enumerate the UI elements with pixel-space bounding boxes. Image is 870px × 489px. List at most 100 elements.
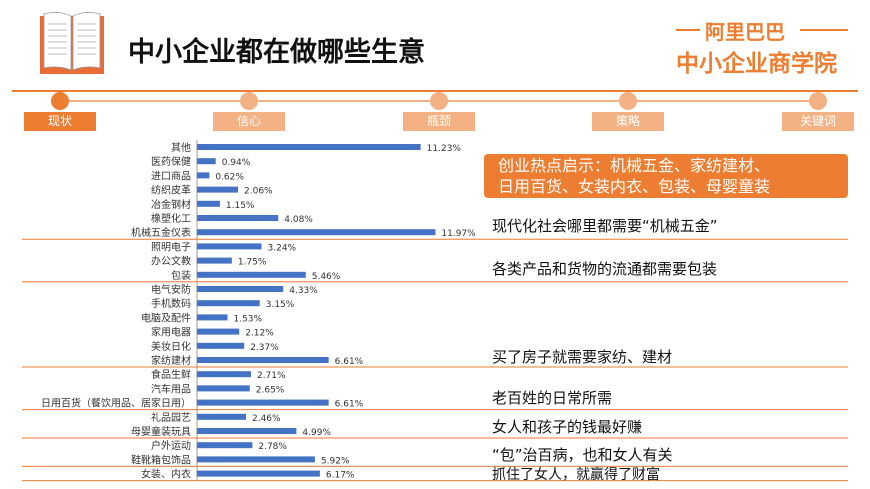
value-label: 11.97% bbox=[441, 229, 476, 239]
bar bbox=[197, 186, 239, 193]
value-label: 2.37% bbox=[250, 343, 279, 353]
bar bbox=[197, 371, 251, 378]
bar bbox=[197, 172, 210, 179]
value-label: 0.94% bbox=[222, 158, 251, 168]
category-label: 冶金钢材 bbox=[151, 198, 191, 211]
value-label: 2.78% bbox=[258, 442, 287, 452]
value-label: 3.24% bbox=[268, 243, 297, 253]
bar bbox=[197, 357, 329, 363]
step-strategy[interactable]: 策略 bbox=[592, 112, 664, 131]
value-label: 1.53% bbox=[233, 314, 262, 324]
bar bbox=[197, 413, 246, 420]
page-title: 中小企业都在做哪些生意 bbox=[128, 37, 425, 68]
bar bbox=[197, 314, 228, 321]
bar bbox=[197, 229, 436, 236]
insight-callout: 创业热点启示：机械五金、家纺建材、 日用百货、女装内衣、包装、母婴童装 bbox=[484, 154, 848, 198]
annotation-bags: “包”治百病，也和女人有关 bbox=[492, 446, 673, 464]
annotation-women-wealth: 抓住了女人，就赢得了财富 bbox=[492, 467, 660, 483]
category-label: 电气安防 bbox=[151, 283, 191, 296]
annotation-packaging: 各类产品和货物的流通都需要包装 bbox=[492, 260, 718, 278]
value-label: 4.08% bbox=[284, 215, 313, 225]
value-label: 2.12% bbox=[245, 329, 274, 339]
category-label: 其他 bbox=[171, 141, 191, 154]
category-label: 女装、内衣 bbox=[141, 468, 191, 481]
step-dot-3 bbox=[430, 92, 448, 110]
value-label: 4.99% bbox=[302, 428, 331, 438]
bar bbox=[197, 257, 232, 264]
bar bbox=[197, 442, 253, 449]
brand-name: 阿里巴巴 bbox=[705, 20, 785, 44]
bar bbox=[197, 144, 421, 150]
step-confidence[interactable]: 信心 bbox=[213, 112, 285, 131]
annotation-home-textile: 买了房子就需要家纺、建材 bbox=[492, 348, 673, 366]
category-label: 礼品园艺 bbox=[151, 411, 191, 424]
value-label: 6.61% bbox=[335, 400, 364, 410]
category-label: 母婴童装玩具 bbox=[131, 425, 191, 438]
step-dot-2 bbox=[240, 92, 258, 110]
header-divider bbox=[12, 90, 858, 92]
category-label: 进口商品 bbox=[151, 169, 191, 182]
category-label: 包装 bbox=[171, 269, 191, 282]
value-label: 6.61% bbox=[335, 357, 364, 367]
category-label: 食品生鲜 bbox=[151, 368, 191, 381]
bar bbox=[197, 456, 315, 463]
category-label: 户外运动 bbox=[151, 439, 191, 452]
value-label: 2.46% bbox=[252, 414, 281, 424]
bar bbox=[197, 385, 250, 392]
value-label: 4.33% bbox=[289, 286, 318, 296]
bar bbox=[197, 342, 245, 349]
category-label: 橡塑化工 bbox=[151, 212, 191, 225]
value-label: 2.65% bbox=[256, 385, 285, 395]
step-dot-4 bbox=[619, 92, 637, 110]
brand-subtitle: 中小企业商学院 bbox=[676, 51, 837, 77]
category-label: 纺织皮革 bbox=[151, 184, 191, 197]
open-book-icon bbox=[40, 12, 104, 74]
category-label: 电脑及配件 bbox=[141, 311, 191, 324]
category-label: 机械五金仪表 bbox=[131, 226, 191, 239]
category-label: 家用电器 bbox=[151, 326, 191, 339]
category-label: 医药保健 bbox=[151, 155, 191, 168]
value-label: 2.71% bbox=[257, 371, 286, 381]
bar bbox=[197, 215, 279, 221]
bar bbox=[197, 286, 284, 292]
step-bottleneck[interactable]: 瓶颈 bbox=[403, 112, 475, 131]
value-label: 6.17% bbox=[326, 471, 355, 481]
bar bbox=[197, 243, 262, 250]
step-dot-1 bbox=[51, 92, 69, 110]
value-label: 3.15% bbox=[266, 300, 295, 310]
category-label: 汽车用品 bbox=[151, 382, 191, 395]
step-keywords[interactable]: 关键词 bbox=[782, 112, 854, 131]
value-label: 1.75% bbox=[238, 258, 267, 268]
annotation-hardware: 现代化社会哪里都需要“机械五金” bbox=[492, 217, 718, 235]
category-label: 家纺建材 bbox=[151, 354, 191, 367]
step-dot-5 bbox=[809, 92, 827, 110]
bar bbox=[197, 399, 329, 406]
annotation-women-children: 女人和孩子的钱最好赚 bbox=[492, 418, 643, 436]
category-label: 手机数码 bbox=[151, 297, 191, 310]
value-label: 11.23% bbox=[427, 144, 462, 154]
bar bbox=[197, 428, 297, 434]
brand-dash-left bbox=[676, 29, 700, 31]
step-current[interactable]: 现状 bbox=[24, 112, 96, 131]
category-label: 美妆日化 bbox=[151, 340, 191, 353]
bar bbox=[197, 200, 220, 207]
progress-timeline bbox=[51, 92, 827, 110]
value-label: 1.15% bbox=[226, 201, 255, 211]
value-label: 0.62% bbox=[215, 172, 244, 182]
category-label: 日用百货（餐饮用品、居家日用） bbox=[41, 397, 191, 410]
bar bbox=[197, 470, 320, 477]
category-label: 照明电子 bbox=[151, 240, 191, 253]
bar bbox=[197, 271, 306, 278]
bar bbox=[197, 158, 216, 165]
brand-dash-right bbox=[800, 29, 848, 31]
value-label: 5.46% bbox=[312, 272, 341, 282]
callout-line-1: 创业热点启示：机械五金、家纺建材、 bbox=[498, 156, 771, 175]
bar bbox=[197, 300, 260, 307]
callout-line-2: 日用百货、女装内衣、包装、母婴童装 bbox=[498, 177, 771, 196]
annotation-daily-goods: 老百姓的日常所需 bbox=[492, 389, 613, 407]
value-label: 2.06% bbox=[244, 187, 273, 197]
category-label: 鞋靴箱包饰品 bbox=[131, 453, 191, 466]
bar bbox=[197, 328, 240, 335]
value-label: 5.92% bbox=[321, 456, 350, 466]
